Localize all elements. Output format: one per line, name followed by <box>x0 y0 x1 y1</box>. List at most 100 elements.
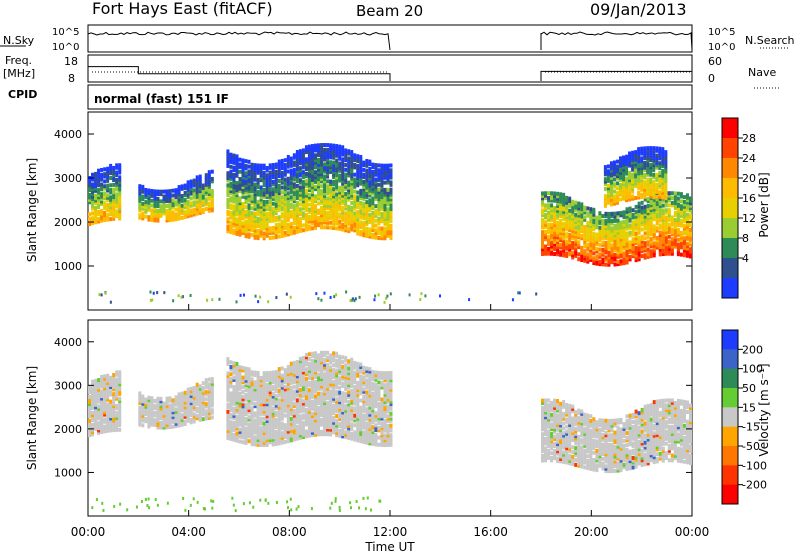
power-cell <box>661 178 665 183</box>
velocity-cell <box>186 394 190 399</box>
velocity-cell <box>265 390 269 395</box>
velocity-cell <box>289 402 293 407</box>
velocity-cell <box>313 375 317 380</box>
velocity-cell <box>268 416 272 421</box>
velocity-cell <box>94 414 98 419</box>
power-cell <box>241 168 245 173</box>
velocity-cell <box>310 433 314 438</box>
velocity-cell <box>271 437 275 442</box>
power-cell <box>380 231 384 236</box>
power-cell <box>118 187 122 192</box>
power-cell <box>323 152 327 157</box>
power-cell <box>625 176 629 181</box>
velocity-cell <box>307 426 311 431</box>
power-cell <box>649 251 653 256</box>
power-cell <box>250 177 254 182</box>
velocity-cell <box>262 428 266 433</box>
power-cell <box>91 206 95 211</box>
power-cell <box>658 225 662 230</box>
velocity-cell <box>106 373 110 378</box>
power-cell <box>652 224 656 229</box>
power-cell <box>368 174 372 179</box>
velocity-cell <box>298 371 302 376</box>
power-cell <box>682 214 686 219</box>
power-cell <box>292 191 296 196</box>
power-cell <box>210 203 214 208</box>
power-cell <box>301 160 305 165</box>
power-cell <box>253 170 257 175</box>
power-cell <box>362 187 366 192</box>
power-cell <box>571 226 575 231</box>
velocity-cell <box>235 407 239 412</box>
power-scatter <box>152 291 155 295</box>
power-cell <box>338 188 342 193</box>
power-cell <box>604 240 608 245</box>
freq-tick-top: 18 <box>64 55 78 68</box>
velocity-cell <box>153 422 157 427</box>
velocity-cell <box>159 420 163 425</box>
power-cell <box>253 235 257 240</box>
power-cell <box>304 212 308 217</box>
power-cell <box>616 225 620 230</box>
power-cell <box>156 196 160 201</box>
power-cell <box>177 187 181 192</box>
power-cell <box>118 189 122 194</box>
power-cell <box>634 152 638 157</box>
velocity-cell <box>304 355 308 360</box>
power-cell <box>646 220 650 225</box>
power-cell <box>295 210 299 215</box>
velocity-cell <box>247 405 251 410</box>
power-cell <box>247 179 251 184</box>
power-cell <box>229 215 233 220</box>
velocity-cell <box>106 383 110 388</box>
velocity-cell <box>94 412 98 417</box>
power-cell <box>238 196 242 201</box>
power-cell <box>304 193 308 198</box>
power-cell <box>323 169 327 174</box>
velocity-cell <box>298 426 302 431</box>
power-cell <box>235 227 239 232</box>
power-cell <box>307 197 311 202</box>
power-cell <box>97 217 101 222</box>
velocity-cell <box>115 372 119 377</box>
power-cell <box>150 215 154 220</box>
power-cell <box>141 213 145 218</box>
power-cell <box>356 178 360 183</box>
velocity-cell <box>210 401 214 406</box>
power-cell <box>365 221 369 226</box>
power-cell <box>568 208 572 213</box>
power-cell <box>274 174 278 179</box>
power-cell <box>271 194 275 199</box>
power-cell <box>350 210 354 215</box>
power-cell <box>685 217 689 222</box>
velocity-cell <box>235 433 239 438</box>
power-cell <box>606 193 610 198</box>
power-cell <box>625 219 629 224</box>
velocity-cell <box>280 411 284 416</box>
power-cell <box>637 242 641 247</box>
power-cell <box>344 167 348 172</box>
power-cell <box>613 230 617 235</box>
power-cell <box>658 166 662 171</box>
velocity-cell <box>91 394 95 399</box>
power-cell <box>292 182 296 187</box>
power-cell <box>304 174 308 179</box>
power-cell <box>365 233 369 238</box>
power-cell <box>601 218 605 223</box>
power-cell <box>615 164 619 169</box>
velocity-cell <box>112 377 116 382</box>
power-cell <box>389 163 393 168</box>
power-cell <box>232 218 236 223</box>
power-cell <box>577 218 581 223</box>
velocity-cell <box>147 410 151 415</box>
velocity-cell <box>97 382 101 387</box>
velocity-cell <box>271 406 275 411</box>
velocity-cell <box>289 433 293 438</box>
power-cell <box>371 203 375 208</box>
velocity-cell <box>271 430 275 435</box>
velocity-cell <box>298 383 302 388</box>
power-cell <box>109 197 113 202</box>
power-cell <box>583 241 587 246</box>
velocity-cell <box>147 398 151 403</box>
power-cell <box>559 209 563 214</box>
